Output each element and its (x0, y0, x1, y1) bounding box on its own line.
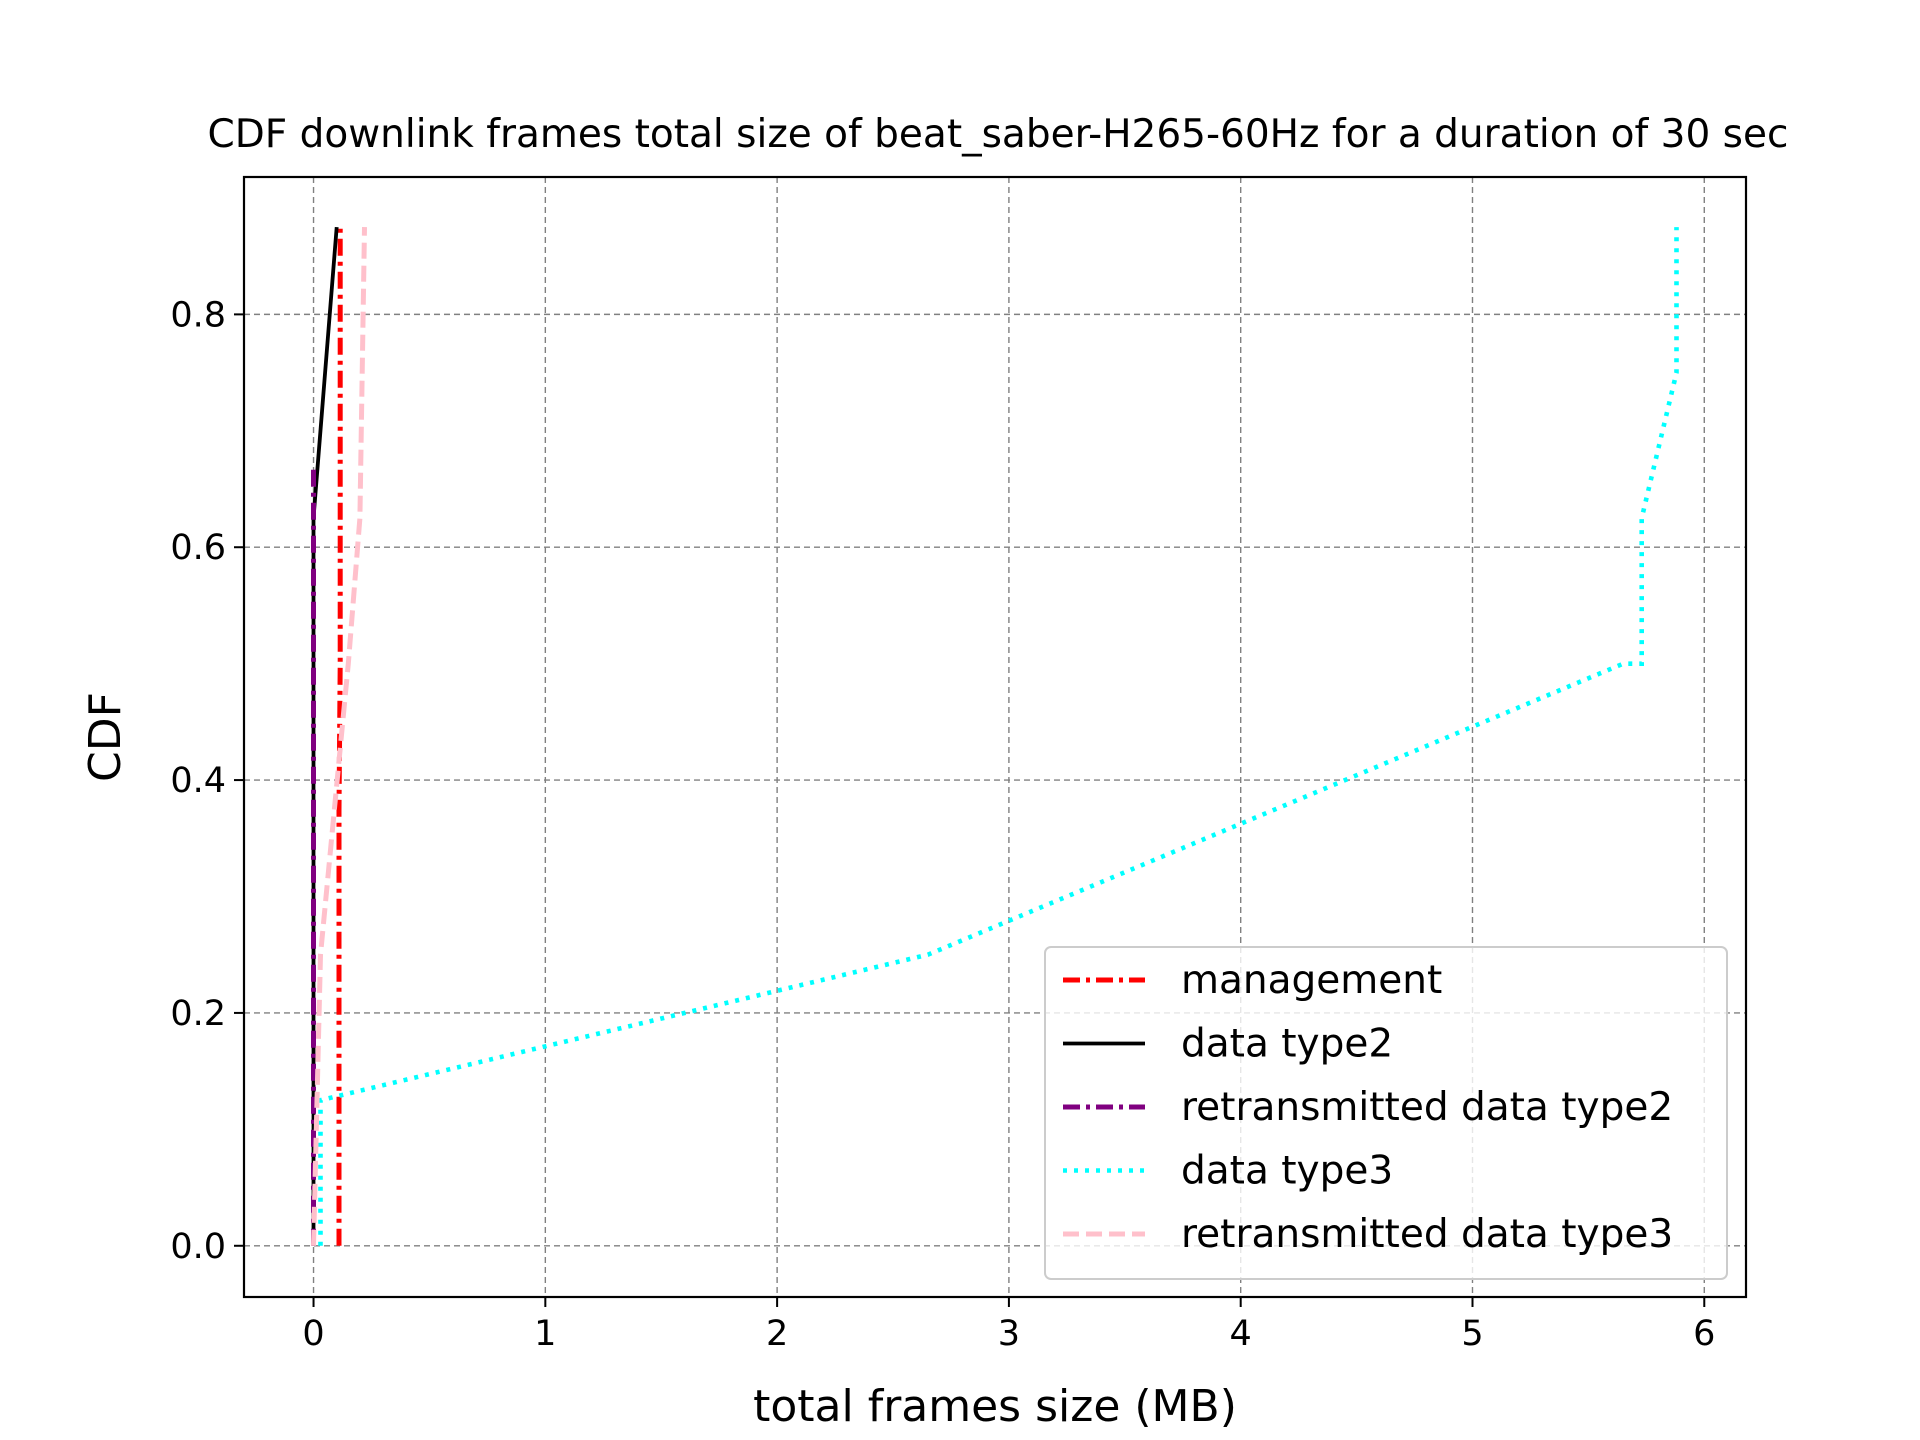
ticks: 0 1 2 3 4 5 6 0.0 0.2 0.4 0.6 0.8 (170, 295, 1715, 1354)
legend-label: data type2 (1181, 1022, 1393, 1067)
y-tick-label: 0.6 (170, 528, 226, 568)
x-tick-label: 4 (1230, 1314, 1252, 1354)
y-tick-label: 0.2 (170, 994, 226, 1034)
x-tick-label: 2 (766, 1314, 788, 1354)
y-tick-label: 0.0 (170, 1227, 226, 1267)
series-line-retransmitted-data-type3 (311, 227, 367, 1246)
chart-title: CDF downlink frames total size of beat_s… (208, 112, 1789, 157)
legend: management data type2 retransmitted data t… (1044, 946, 1728, 1280)
y-tick-label: 0.8 (170, 295, 226, 335)
plot-frame (242, 175, 1748, 1299)
legend-label: data type3 (1181, 1149, 1393, 1194)
series-layer (311, 226, 1679, 1246)
legend-box (1044, 946, 1728, 1280)
x-tick-label: 3 (998, 1314, 1020, 1354)
x-axis-label: total frames size (MB) (753, 1381, 1237, 1432)
legend-label: retransmitted data type2 (1181, 1085, 1673, 1130)
x-tick-label: 6 (1693, 1314, 1715, 1354)
legend-label: management (1181, 958, 1442, 1003)
x-tick-label: 1 (534, 1314, 556, 1354)
x-tick-label: 5 (1461, 1314, 1483, 1354)
y-tick-label: 0.4 (170, 761, 226, 801)
x-tick-label: 0 (302, 1314, 324, 1354)
y-axis-label: CDF (80, 692, 131, 782)
legend-label: retransmitted data type3 (1181, 1212, 1673, 1257)
